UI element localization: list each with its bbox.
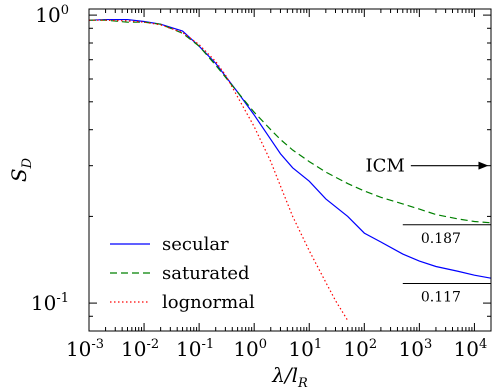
reference-lines xyxy=(402,224,491,284)
tick-layer xyxy=(88,9,492,332)
x-axis-label: λ/lR xyxy=(271,363,308,387)
legend: secular saturated lognormal xyxy=(110,234,255,313)
legend-label-lognormal: lognormal xyxy=(162,292,255,313)
legend-label-saturated: saturated xyxy=(162,263,250,284)
reference-value-label: 0.117 xyxy=(421,289,461,305)
x-tick-label: 10-1 xyxy=(176,337,214,361)
legend-label-secular: secular xyxy=(162,234,229,255)
x-tick-label: 102 xyxy=(343,337,377,361)
x-tick-label: 103 xyxy=(398,337,432,361)
reference-value-label: 0.187 xyxy=(421,231,461,247)
y-tick-label: 10-1 xyxy=(31,291,69,315)
x-tick-label: 10-3 xyxy=(66,337,104,361)
y-tick-label: 100 xyxy=(35,3,69,27)
series-line-saturated xyxy=(89,19,491,224)
x-tick-labels: 10-3 10-2 10-1 100 101 102 103 104 xyxy=(66,337,487,361)
x-tick-label: 100 xyxy=(233,337,267,361)
x-tick-label: 104 xyxy=(454,337,488,361)
plot-frame xyxy=(88,8,492,332)
y-axis-label: SD xyxy=(7,157,35,182)
arrow-head-icon xyxy=(478,161,489,170)
icm-annotation-label: ICM xyxy=(366,156,405,177)
series-line-lognormal xyxy=(89,19,349,321)
annotation-layer: ICM 0.187 0.117 xyxy=(366,156,489,305)
series-layer xyxy=(89,18,491,321)
y-tick-labels: 100 10-1 xyxy=(31,3,69,315)
x-tick-label: 10-2 xyxy=(121,337,159,361)
x-tick-label: 101 xyxy=(288,337,322,361)
